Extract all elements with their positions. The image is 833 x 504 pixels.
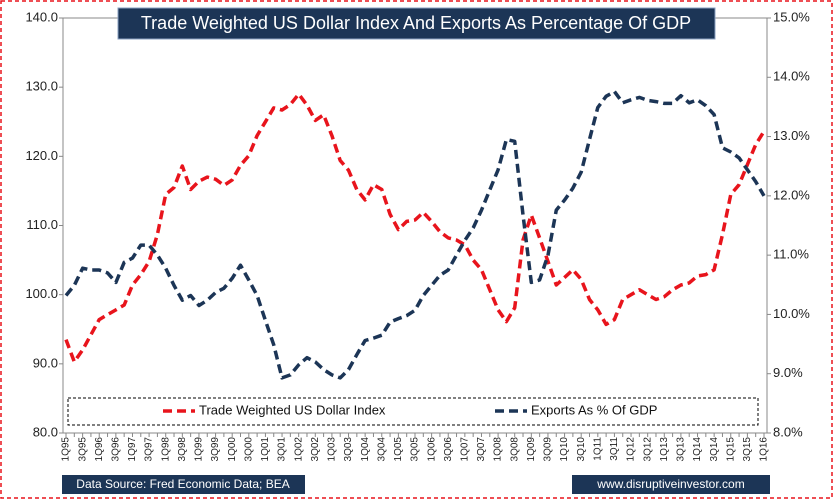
x-tick-label: 1Q96 <box>94 437 105 462</box>
y-tick-label: 130.0 <box>25 79 58 94</box>
series-line <box>64 89 766 380</box>
y-tick-label: 110.0 <box>26 217 58 232</box>
x-tick-label: 1Q14 <box>692 437 703 462</box>
x-tick-label: 1Q97 <box>127 437 138 462</box>
x-tick-label: 3Q06 <box>443 437 454 462</box>
x-tick-label: 1Q00 <box>227 437 238 462</box>
x-tick-label: 3Q02 <box>310 437 321 462</box>
x-tick-label: 1Q98 <box>160 437 171 462</box>
x-tick-label: 1Q99 <box>194 437 205 462</box>
y2-tick-label: 13.0% <box>773 128 810 143</box>
x-tick-label: 3Q99 <box>210 437 221 462</box>
x-tick-label: 1Q02 <box>293 437 304 462</box>
x-tick-label: 3Q01 <box>277 437 288 462</box>
y-tick-label: 100.0 <box>25 286 58 301</box>
source-box <box>62 475 305 494</box>
x-tick-label: 1Q13 <box>659 437 670 462</box>
x-tick-label: 1Q04 <box>360 437 371 462</box>
x-tick-label: 3Q04 <box>376 437 387 462</box>
legend-label: Trade Weighted US Dollar Index <box>199 402 386 417</box>
y-tick-label: 140.0 <box>25 9 58 24</box>
chart-title: Trade Weighted US Dollar Index And Expor… <box>141 13 691 33</box>
x-tick-label: 3Q09 <box>543 437 554 462</box>
x-tick-label: 3Q11 <box>609 437 620 461</box>
x-tick-label: 3Q98 <box>177 437 188 462</box>
x-tick-label: 3Q96 <box>110 437 121 462</box>
x-tick-label: 3Q00 <box>243 437 254 462</box>
y2-tick-label: 9.0% <box>773 365 803 380</box>
y2-tick-label: 11.0% <box>773 247 809 262</box>
x-tick-label: 3Q12 <box>642 437 653 462</box>
y2-tick-label: 15.0% <box>773 9 810 24</box>
y2-tick-label: 10.0% <box>773 306 810 321</box>
x-tick-label: 1Q11 <box>592 437 603 461</box>
y-tick-label: 90.0 <box>33 355 58 370</box>
series-line <box>64 92 766 364</box>
x-tick-label: 1Q01 <box>260 437 271 462</box>
x-tick-label: 3Q97 <box>144 437 155 462</box>
x-tick-label: 1Q03 <box>327 437 338 462</box>
x-tick-label: 3Q08 <box>509 437 520 462</box>
x-tick-label: 1Q08 <box>493 437 504 462</box>
y2-tick-label: 12.0% <box>773 187 810 202</box>
y2-tick-label: 14.0% <box>773 69 810 84</box>
y2-tick-label: 8.0% <box>773 424 803 439</box>
title-box <box>117 7 716 40</box>
legend-label: Exports As % Of GDP <box>531 402 657 417</box>
x-tick-label: 1Q15 <box>725 437 736 462</box>
x-tick-label: 1Q95 <box>61 437 72 462</box>
x-tick-label: 3Q10 <box>576 437 587 462</box>
source: Data Source: Fred Economic Data; BEA <box>76 477 289 491</box>
x-tick-label: 1Q10 <box>559 437 570 462</box>
x-tick-label: 3Q14 <box>709 437 720 462</box>
x-tick-label: 3Q95 <box>77 437 88 462</box>
x-tick-label: 1Q16 <box>759 437 770 462</box>
x-tick-label: 1Q07 <box>459 437 470 462</box>
x-tick-label: 1Q12 <box>626 437 637 462</box>
x-tick-label: 1Q06 <box>426 437 437 462</box>
x-tick-label: 3Q05 <box>410 437 421 462</box>
website: www.disruptiveinvestor.com <box>596 477 744 491</box>
x-tick-label: 3Q15 <box>742 437 753 462</box>
y-tick-label: 120.0 <box>25 148 58 163</box>
x-tick-label: 1Q05 <box>393 437 404 462</box>
x-tick-label: 3Q07 <box>476 437 487 462</box>
y-tick-label: 80.0 <box>33 424 58 439</box>
website-box <box>572 475 770 494</box>
x-tick-label: 1Q09 <box>526 437 537 462</box>
x-tick-label: 3Q13 <box>676 437 687 462</box>
x-tick-label: 3Q03 <box>343 437 354 462</box>
